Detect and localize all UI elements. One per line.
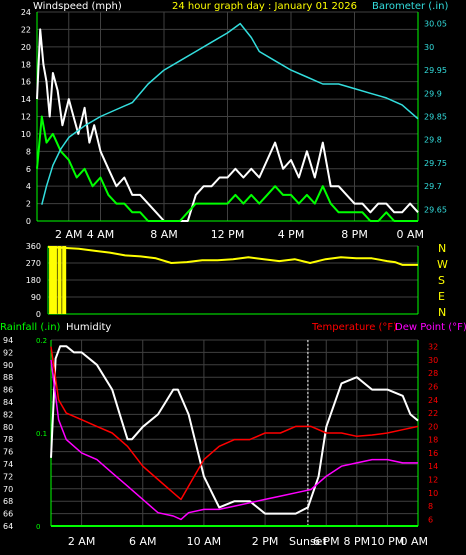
wind-x-tick-label: 8 AM bbox=[150, 228, 178, 241]
humidity-y-tick-label: 68 bbox=[3, 497, 13, 506]
humidity-y-tick-label: 90 bbox=[3, 361, 13, 370]
temp-y-tick-label: 20 bbox=[428, 422, 438, 431]
wind-y-tick-label: 20 bbox=[21, 43, 31, 52]
dewpoint-label: Dew Point (°F) bbox=[395, 322, 466, 333]
wind-y-tick-label: 8 bbox=[26, 147, 31, 156]
baro-y-tick-label: 29.95 bbox=[424, 66, 447, 75]
wind-x-tick-label: 4 PM bbox=[278, 228, 305, 241]
compass-e: E bbox=[438, 290, 445, 303]
wind-average-line bbox=[36, 115, 418, 222]
humidity-y-tick-label: 76 bbox=[3, 448, 13, 457]
temp-x-tick-label: 2 PM bbox=[252, 535, 279, 548]
baro-y-tick-label: 29.9 bbox=[424, 89, 442, 98]
wind-x-tick-label: 2 AM bbox=[55, 228, 83, 241]
dewpoint-line bbox=[50, 359, 418, 521]
compass-s: S bbox=[438, 274, 445, 287]
compass-n-bottom: N bbox=[438, 306, 446, 319]
temp-y-tick-label: 30 bbox=[428, 356, 438, 365]
temperature-label: Temperature (°F) bbox=[311, 322, 397, 333]
temp-y-tick-label: 8 bbox=[428, 502, 433, 511]
graph-title: 24 hour graph day : January 01 2026 bbox=[172, 1, 357, 12]
humidity-y-tick-label: 66 bbox=[3, 510, 13, 519]
temp-y-tick-label: 14 bbox=[428, 462, 438, 471]
wind-y-tick-label: 14 bbox=[21, 95, 31, 104]
temperature-line bbox=[50, 346, 419, 501]
baro-y-tick-label: 29.7 bbox=[424, 182, 442, 191]
baro-y-tick-label: 30 bbox=[424, 43, 434, 52]
humidity-y-tick-label: 86 bbox=[3, 386, 13, 395]
humidity-y-tick-label: 82 bbox=[3, 410, 13, 419]
direction-y-tick-label: 180 bbox=[26, 276, 41, 285]
baro-y-tick-label: 29.75 bbox=[424, 159, 447, 168]
wind-y-tick-label: 4 bbox=[26, 182, 31, 191]
rain-y-tick-label: 0.1 bbox=[36, 430, 47, 438]
temp-y-tick-label: 28 bbox=[428, 369, 438, 378]
humidity-y-tick-label: 94 bbox=[3, 336, 13, 345]
barometer-label: Barometer (.in) bbox=[372, 1, 448, 12]
temp-x-tick-label: 2 AM bbox=[68, 535, 96, 548]
rainfall-label: Rainfall (.in) bbox=[0, 322, 61, 333]
temp-x-tick-label: 10 PM bbox=[371, 535, 405, 548]
temp-y-tick-label: 12 bbox=[428, 476, 438, 485]
wind-y-tick-label: 18 bbox=[21, 60, 31, 69]
wind-x-tick-label: 12 PM bbox=[211, 228, 245, 241]
temp-y-tick-label: 6 bbox=[428, 515, 433, 524]
humidity-y-tick-label: 88 bbox=[3, 373, 13, 382]
compass-w: W bbox=[437, 258, 448, 271]
temp-x-tick-label: 8 PM bbox=[344, 535, 371, 548]
temp-x-tick-label: Sunset bbox=[289, 535, 327, 548]
humidity-line bbox=[50, 345, 419, 515]
wind-x-tick-label: 8 PM bbox=[341, 228, 368, 241]
baro-y-tick-label: 29.65 bbox=[424, 205, 447, 214]
direction-y-tick-label: 270 bbox=[26, 259, 41, 268]
temp-y-tick-label: 16 bbox=[428, 449, 438, 458]
temp-y-tick-label: 22 bbox=[428, 409, 438, 418]
wind-y-tick-label: 0 bbox=[26, 217, 31, 226]
wind-y-tick-label: 6 bbox=[26, 165, 31, 174]
wind-y-tick-label: 2 bbox=[26, 200, 31, 209]
wind-y-tick-label: 10 bbox=[21, 130, 31, 139]
baro-y-tick-label: 29.85 bbox=[424, 113, 447, 122]
wind-y-tick-label: 24 bbox=[21, 8, 31, 17]
baro-y-tick-label: 29.8 bbox=[424, 136, 442, 145]
direction-y-tick-label: 360 bbox=[26, 242, 41, 251]
wind-gust-line bbox=[36, 28, 419, 222]
temp-x-tick-label: 6 AM bbox=[129, 535, 157, 548]
humidity-y-tick-label: 74 bbox=[3, 460, 13, 469]
temp-x-tick-label: 0 AM bbox=[400, 535, 428, 548]
wind-x-tick-label: 0 AM bbox=[396, 228, 424, 241]
temp-x-tick-label: 10 AM bbox=[187, 535, 222, 548]
wind-y-tick-label: 16 bbox=[21, 78, 31, 87]
rain-y-tick-label: 0 bbox=[36, 523, 40, 531]
rain-y-tick-label: 0.2 bbox=[36, 337, 47, 345]
humidity-label: Humidity bbox=[66, 322, 111, 333]
humidity-y-tick-label: 84 bbox=[3, 398, 13, 407]
chart-layer: 24222018161412108642030.053029.9529.929.… bbox=[3, 8, 447, 548]
direction-y-tick-label: 90 bbox=[31, 293, 41, 302]
temp-y-tick-label: 26 bbox=[428, 383, 438, 392]
wind-y-tick-label: 22 bbox=[21, 25, 31, 34]
humidity-y-tick-label: 80 bbox=[3, 423, 13, 432]
temp-y-tick-label: 32 bbox=[428, 343, 438, 352]
direction-line bbox=[47, 245, 418, 266]
humidity-y-tick-label: 64 bbox=[3, 522, 13, 531]
temp-y-tick-label: 24 bbox=[428, 396, 438, 405]
humidity-y-tick-label: 78 bbox=[3, 435, 13, 444]
temp-x-tick-label: 6 PM bbox=[313, 535, 340, 548]
windspeed-label: Windspeed (mph) bbox=[33, 1, 122, 12]
humidity-y-tick-label: 92 bbox=[3, 348, 13, 357]
direction-y-tick-label: 0 bbox=[36, 310, 41, 319]
baro-y-tick-label: 30.05 bbox=[424, 20, 447, 29]
humidity-y-tick-label: 72 bbox=[3, 472, 13, 481]
temp-y-tick-label: 10 bbox=[428, 489, 438, 498]
wind-x-tick-label: 4 AM bbox=[87, 228, 115, 241]
barometer-line bbox=[41, 22, 419, 205]
wind-y-tick-label: 12 bbox=[21, 113, 31, 122]
compass-n-top: N bbox=[438, 242, 446, 255]
temp-y-tick-label: 18 bbox=[428, 436, 438, 445]
humidity-y-tick-label: 70 bbox=[3, 485, 13, 494]
